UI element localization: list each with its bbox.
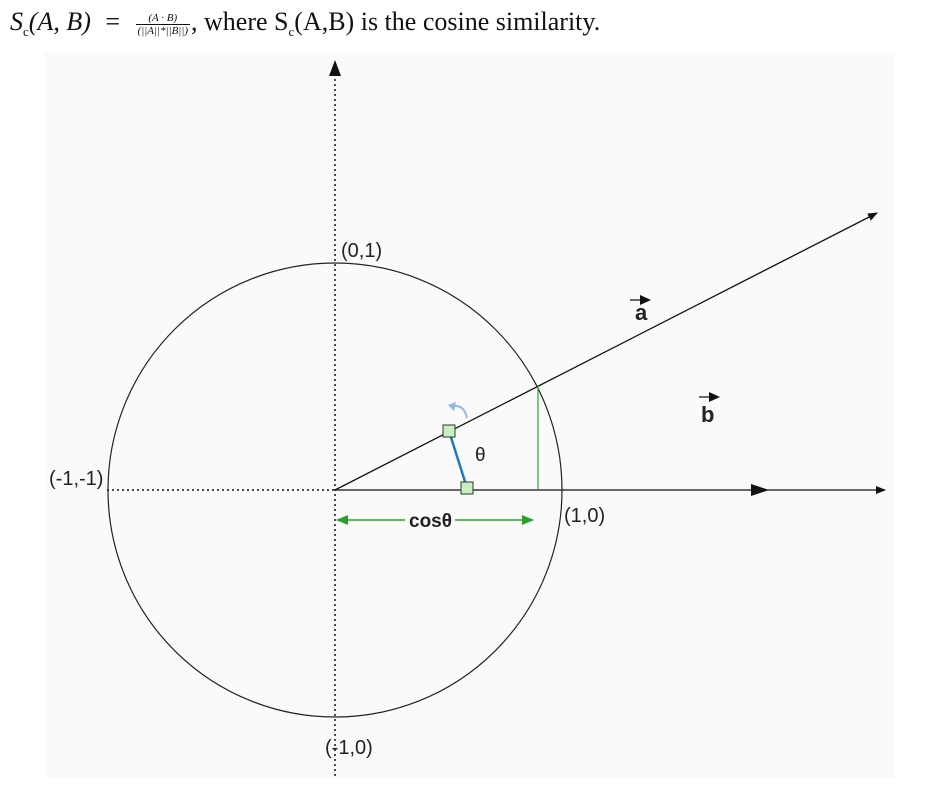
angle-marker-handle-bottom[interactable] [460, 481, 474, 495]
formula-equals: = [105, 7, 121, 36]
label-left-point: (-1,-1) [49, 468, 103, 490]
angle-marker-line [447, 430, 469, 489]
label-theta: θ [475, 445, 486, 466]
vector-a-line [334, 212, 878, 491]
label-vector-b: b [701, 402, 714, 427]
cosine-similarity-formula: Sc(A, B) = (A · B) (||A||*||B||), where S… [10, 2, 600, 42]
formula-comma: , [191, 7, 198, 36]
label-bottom-point: (-1,0) [325, 737, 373, 759]
formula-fraction: (A · B) (||A||*||B||) [135, 11, 191, 37]
rotation-arrow-head [448, 402, 456, 411]
formula-lhs-symbol: S [10, 7, 23, 36]
formula-where-rest: (A,B) is the cosine similarity. [294, 7, 601, 36]
label-vector-a: a [635, 300, 648, 325]
formula-where-subscript: c [288, 24, 295, 39]
label-right-point: (1,0) [564, 505, 605, 527]
vector-a-accent-arrowhead [640, 295, 651, 305]
formula-lhs-subscript: c [23, 24, 29, 39]
label-top-point: (0,1) [341, 240, 382, 262]
vertical-axis-arrowhead [329, 60, 341, 76]
figure-background [45, 52, 895, 778]
angle-marker-handle-top[interactable] [442, 424, 456, 438]
label-cos-theta: cosθ [409, 511, 452, 532]
vector-b-mid-arrowhead [751, 484, 769, 496]
formula-denominator: (||A||*||B||) [135, 23, 191, 37]
formula-numerator: (A · B) [148, 11, 178, 24]
formula-lhs-args: (A, B) [28, 7, 91, 36]
vector-b-accent-arrowhead [709, 392, 720, 402]
unit-circle-diagram: (0,1) (-1,-1) (1,0) (-1,0) θ cosθ a b [45, 52, 895, 778]
formula-where-text: where S [197, 7, 289, 36]
